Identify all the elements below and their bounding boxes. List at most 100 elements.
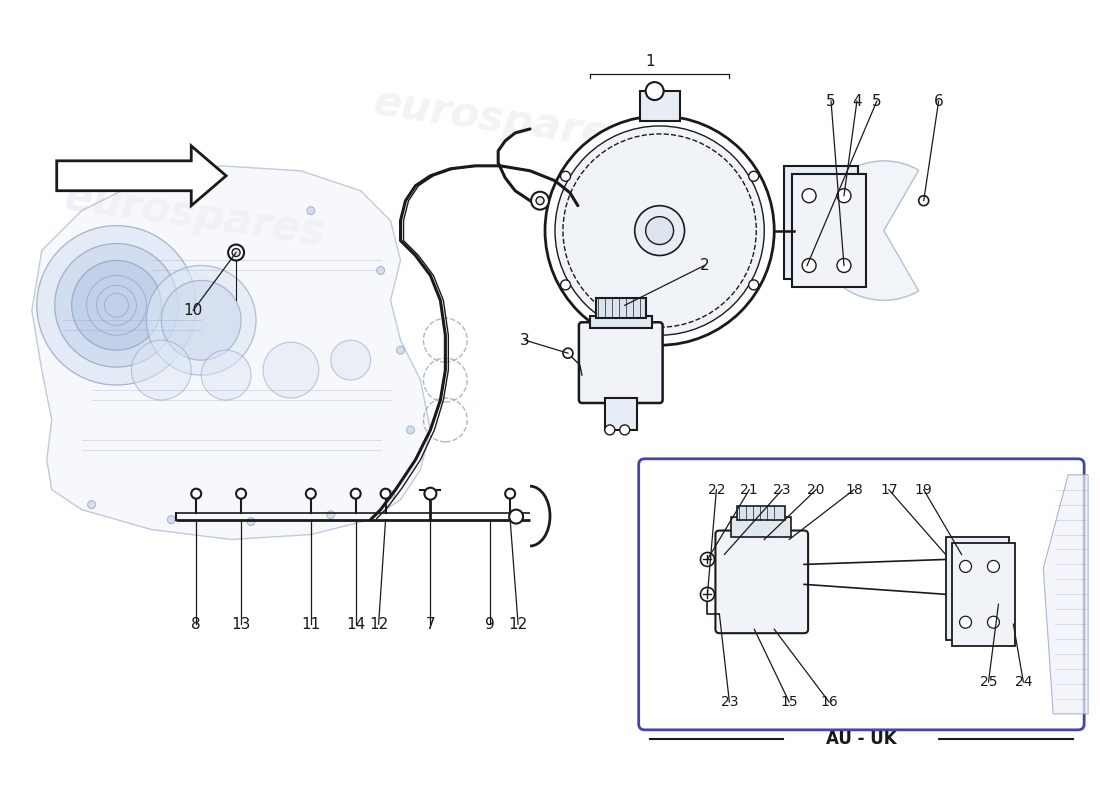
Circle shape — [36, 226, 196, 385]
Circle shape — [307, 206, 315, 214]
Circle shape — [646, 82, 663, 100]
Circle shape — [556, 126, 764, 335]
Circle shape — [197, 186, 206, 194]
Bar — [596, 298, 646, 318]
Circle shape — [88, 501, 96, 509]
Text: 11: 11 — [301, 617, 320, 632]
FancyBboxPatch shape — [952, 542, 1015, 646]
Text: 8: 8 — [191, 617, 201, 632]
Circle shape — [802, 258, 816, 273]
Circle shape — [407, 426, 415, 434]
Bar — [605, 398, 637, 430]
Circle shape — [386, 490, 395, 498]
Text: 4: 4 — [852, 94, 861, 109]
Circle shape — [749, 280, 759, 290]
Circle shape — [619, 425, 629, 435]
Circle shape — [191, 489, 201, 498]
Text: 23: 23 — [720, 695, 738, 709]
Circle shape — [635, 206, 684, 255]
Text: 12: 12 — [508, 617, 528, 632]
Text: eurospares: eurospares — [719, 475, 986, 554]
Circle shape — [248, 518, 255, 526]
Text: 15: 15 — [780, 695, 798, 709]
Circle shape — [701, 587, 714, 602]
Text: 14: 14 — [346, 617, 365, 632]
Text: 3: 3 — [520, 333, 530, 348]
Circle shape — [228, 245, 244, 261]
Text: 2: 2 — [700, 258, 710, 273]
FancyBboxPatch shape — [946, 537, 1010, 640]
Text: 13: 13 — [231, 617, 251, 632]
Text: AU - UK: AU - UK — [826, 730, 896, 748]
Text: 18: 18 — [845, 482, 862, 497]
Circle shape — [701, 553, 714, 566]
Circle shape — [146, 266, 256, 375]
FancyBboxPatch shape — [784, 166, 858, 279]
Text: 6: 6 — [934, 94, 944, 109]
Circle shape — [331, 340, 371, 380]
Circle shape — [531, 192, 549, 210]
Text: 25: 25 — [980, 675, 998, 689]
Circle shape — [802, 189, 816, 202]
Circle shape — [263, 342, 319, 398]
Circle shape — [605, 425, 615, 435]
FancyBboxPatch shape — [715, 530, 808, 633]
Polygon shape — [1043, 474, 1088, 714]
Circle shape — [959, 616, 971, 628]
Circle shape — [167, 515, 175, 523]
Circle shape — [918, 196, 928, 206]
Text: 5: 5 — [872, 94, 882, 109]
Text: eurospares: eurospares — [371, 82, 637, 160]
Text: 22: 22 — [707, 482, 725, 497]
Text: 10: 10 — [184, 303, 202, 318]
Circle shape — [396, 346, 405, 354]
Circle shape — [837, 189, 851, 202]
Text: 17: 17 — [880, 482, 898, 497]
Circle shape — [351, 489, 361, 498]
Circle shape — [381, 489, 390, 498]
Circle shape — [544, 116, 774, 345]
Text: 7: 7 — [426, 617, 436, 632]
Circle shape — [563, 348, 573, 358]
Circle shape — [132, 340, 191, 400]
Text: 1: 1 — [645, 54, 654, 69]
Circle shape — [376, 266, 385, 274]
Polygon shape — [57, 146, 227, 206]
Circle shape — [505, 489, 515, 498]
Polygon shape — [32, 166, 430, 539]
Circle shape — [425, 488, 437, 500]
Circle shape — [72, 261, 162, 350]
Text: 16: 16 — [821, 695, 838, 709]
Circle shape — [162, 281, 241, 360]
Circle shape — [201, 350, 251, 400]
Circle shape — [536, 197, 544, 205]
Bar — [732, 517, 791, 537]
Bar — [737, 506, 785, 519]
Text: 9: 9 — [485, 617, 495, 632]
FancyBboxPatch shape — [639, 458, 1085, 730]
Wedge shape — [814, 161, 918, 300]
Circle shape — [959, 561, 971, 572]
Text: eurospares: eurospares — [62, 176, 328, 254]
Circle shape — [55, 243, 178, 367]
Circle shape — [561, 280, 571, 290]
Circle shape — [837, 258, 851, 273]
Circle shape — [306, 489, 316, 498]
Circle shape — [646, 217, 673, 245]
Circle shape — [509, 510, 524, 523]
Text: 12: 12 — [368, 617, 388, 632]
FancyBboxPatch shape — [579, 322, 662, 403]
Text: 23: 23 — [773, 482, 791, 497]
Circle shape — [988, 616, 1000, 628]
Text: 19: 19 — [915, 482, 933, 497]
Circle shape — [561, 171, 571, 182]
Bar — [640, 91, 680, 121]
Text: 24: 24 — [1014, 675, 1032, 689]
FancyBboxPatch shape — [792, 174, 866, 287]
Text: 20: 20 — [807, 482, 825, 497]
Circle shape — [236, 489, 246, 498]
Text: 21: 21 — [740, 482, 758, 497]
Circle shape — [327, 510, 334, 518]
Circle shape — [749, 171, 759, 182]
Circle shape — [232, 249, 240, 257]
